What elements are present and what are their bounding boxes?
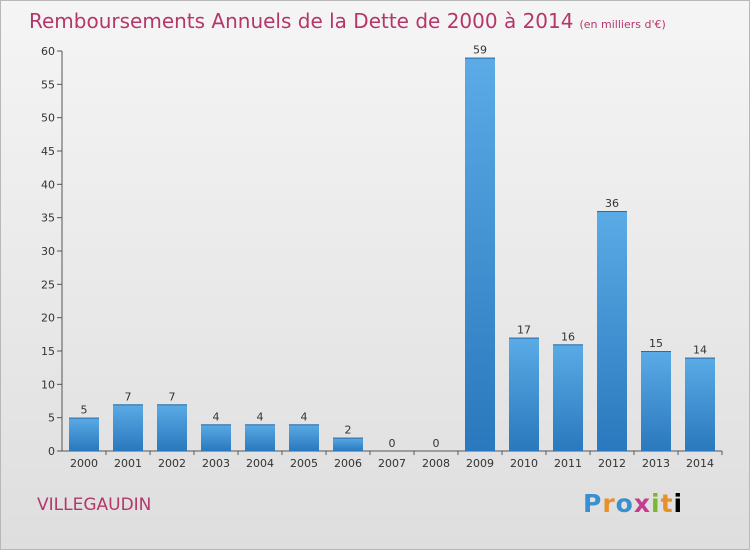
y-tick-label: 55 bbox=[41, 78, 55, 91]
data-label-2013: 15 bbox=[649, 337, 663, 350]
y-tick-label: 0 bbox=[48, 445, 55, 458]
x-tick-label: 2002 bbox=[158, 457, 186, 470]
data-label-2005: 4 bbox=[301, 410, 308, 423]
logo-letter: i bbox=[651, 489, 661, 518]
x-tick-label: 2006 bbox=[334, 457, 362, 470]
data-label-2003: 4 bbox=[213, 410, 220, 423]
bar-2002 bbox=[157, 404, 187, 451]
bar-2005 bbox=[289, 424, 319, 451]
x-tick-label: 2010 bbox=[510, 457, 538, 470]
town-name: VILLEGAUDIN bbox=[37, 495, 152, 515]
chart-title-text: Remboursements Annuels de la Dette de 20… bbox=[29, 9, 574, 33]
x-tick-label: 2004 bbox=[246, 457, 274, 470]
y-tick-label: 40 bbox=[41, 178, 55, 191]
data-label-2002: 7 bbox=[169, 390, 176, 403]
y-tick-label: 5 bbox=[48, 412, 55, 425]
data-label-2007: 0 bbox=[389, 437, 396, 450]
x-tick-label: 2014 bbox=[686, 457, 714, 470]
x-tick-label: 2005 bbox=[290, 457, 318, 470]
bar-2006 bbox=[333, 437, 363, 451]
data-label-2001: 7 bbox=[125, 390, 132, 403]
x-tick-label: 2011 bbox=[554, 457, 582, 470]
bar-2001 bbox=[113, 404, 143, 451]
data-label-2010: 17 bbox=[517, 324, 531, 337]
y-tick-label: 25 bbox=[41, 278, 55, 291]
y-tick-label: 60 bbox=[41, 45, 55, 58]
bar-2000 bbox=[69, 417, 99, 451]
logo-letter: r bbox=[602, 489, 616, 518]
data-label-2004: 4 bbox=[257, 410, 264, 423]
x-tick-label: 2009 bbox=[466, 457, 494, 470]
logo-letter: P bbox=[583, 489, 603, 518]
bar-2013 bbox=[641, 351, 671, 451]
x-tick-label: 2000 bbox=[70, 457, 98, 470]
y-tick-label: 45 bbox=[41, 145, 55, 158]
y-tick-label: 30 bbox=[41, 245, 55, 258]
bar-2003 bbox=[201, 424, 231, 451]
data-label-2012: 36 bbox=[605, 197, 619, 210]
x-tick-label: 2008 bbox=[422, 457, 450, 470]
data-label-2009: 59 bbox=[473, 44, 487, 57]
bar-2009 bbox=[465, 57, 495, 452]
y-tick-label: 50 bbox=[41, 112, 55, 125]
bar-2014 bbox=[685, 357, 715, 451]
x-tick-label: 2003 bbox=[202, 457, 230, 470]
data-label-2000: 5 bbox=[81, 404, 88, 417]
chart-data-labels: 5 7 7 4 4 4 2 0 0 59 17 16 36 15 14 bbox=[81, 44, 708, 450]
y-tick-label: 35 bbox=[41, 212, 55, 225]
bar-2012 bbox=[597, 211, 627, 451]
chart-title: Remboursements Annuels de la Dette de 20… bbox=[29, 9, 666, 33]
bar-2004 bbox=[245, 424, 275, 451]
y-tick-label: 20 bbox=[41, 312, 55, 325]
chart-bars bbox=[69, 57, 715, 452]
data-label-2011: 16 bbox=[561, 330, 575, 343]
logo-letter: o bbox=[615, 489, 634, 518]
chart-unit: (en milliers d'€) bbox=[579, 18, 666, 31]
data-label-2008: 0 bbox=[433, 437, 440, 450]
x-tick-label: 2012 bbox=[598, 457, 626, 470]
logo-letter: t bbox=[660, 489, 674, 518]
y-tick-label: 15 bbox=[41, 345, 55, 358]
data-label-2014: 14 bbox=[693, 344, 707, 357]
bar-2011 bbox=[553, 344, 583, 451]
data-label-2006: 2 bbox=[345, 424, 352, 437]
logo-letter: i bbox=[673, 489, 684, 518]
proxiti-logo: Proxiti bbox=[583, 489, 683, 518]
x-tick-label: 2013 bbox=[642, 457, 670, 470]
logo-letter: x bbox=[633, 489, 651, 518]
x-tick-label: 2007 bbox=[378, 457, 406, 470]
bar-2010 bbox=[509, 337, 539, 451]
y-tick-label: 10 bbox=[41, 378, 55, 391]
x-tick-label: 2001 bbox=[114, 457, 142, 470]
